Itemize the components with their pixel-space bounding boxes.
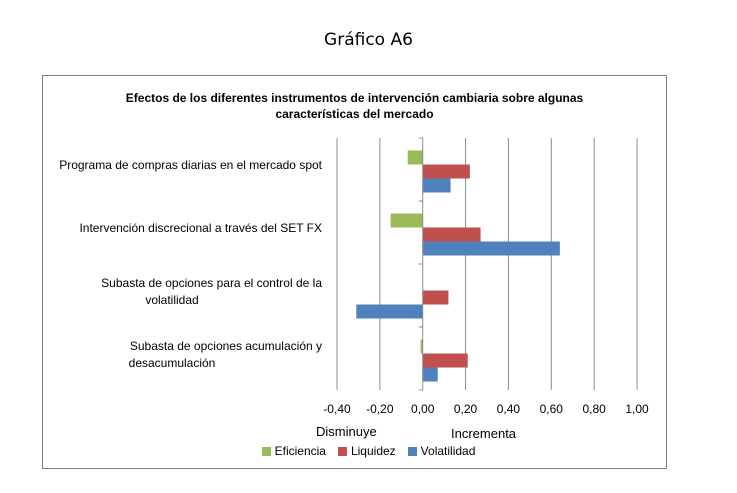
bar-liquidez-2: [422, 290, 449, 305]
category-label-1-line-0: Intervención discrecional a través del S…: [79, 221, 322, 235]
chart-frame: [42, 75, 667, 469]
x-tick-label-4: 0,40: [496, 402, 521, 416]
chart-legend: Eficiencia Liquidez Volatilidad: [0, 444, 737, 459]
legend-label-volatilidad: Volatilidad: [420, 444, 476, 458]
bar-eficiencia-3: [420, 339, 423, 354]
chart-title-line-2: características del mercado: [275, 107, 434, 121]
increase-annotation: Incrementa: [451, 426, 517, 441]
bar-liquidez-3: [422, 353, 468, 368]
x-tick-label-5: 0,60: [539, 402, 563, 416]
category-label-2-line-0: Subasta de opciones para el control de l…: [101, 275, 322, 290]
category-label-3: Subasta de opciones acumulación y desacum…: [22, 338, 322, 372]
bar-volatilidad-3: [422, 367, 438, 382]
bar-eficiencia-1: [390, 213, 423, 228]
x-tick-label-1: -0,20: [366, 402, 394, 416]
bar-liquidez-1: [422, 227, 481, 242]
x-tick-label-3: 0,20: [453, 402, 478, 416]
legend-label-eficiencia: Eficiencia: [274, 444, 326, 458]
chart-title-line-1: Efectos de los diferentes instrumentos d…: [125, 91, 584, 105]
x-tick-label-0: -0,40: [323, 402, 351, 416]
category-label-0-line-0: Programa de compras diarias en el mercad…: [59, 158, 322, 172]
legend-item-volatilidad: Volatilidad: [407, 444, 476, 458]
legend-swatch-eficiencia: [261, 446, 271, 456]
bar-volatilidad-2: [356, 304, 423, 319]
bar-liquidez-0: [422, 164, 470, 179]
category-label-2-line-1: volatilidad: [145, 292, 199, 307]
legend-swatch-volatilidad: [407, 446, 417, 456]
legend-label-liquidez: Liquidez: [350, 444, 396, 458]
bar-eficiencia-0: [407, 150, 423, 165]
chart-title: Efectos de los diferentes instrumentos d…: [42, 90, 667, 122]
category-label-2: Subasta de opciones para el control de l…: [22, 275, 322, 309]
legend-item-liquidez: Liquidez: [337, 444, 396, 458]
legend-item-eficiencia: Eficiencia: [261, 444, 326, 458]
x-tick-label-7: 1,00: [625, 402, 649, 416]
x-tick-label-6: 0,80: [582, 402, 606, 416]
category-label-0: Programa de compras diarias en el mercad…: [22, 157, 322, 174]
bar-volatilidad-0: [422, 178, 451, 193]
category-label-3-line-0: Subasta de opciones acumulación y: [129, 338, 322, 353]
x-tick-label-2: 0,00: [411, 402, 435, 416]
legend-swatch-liquidez: [337, 446, 347, 456]
decrease-annotation: Disminuye: [316, 424, 377, 439]
category-label-1: Intervención discrecional a través del S…: [22, 220, 322, 237]
category-label-3-line-1: desacumulación: [128, 355, 216, 370]
page-title: Gráfico A6: [324, 30, 413, 50]
bar-volatilidad-1: [422, 241, 560, 256]
